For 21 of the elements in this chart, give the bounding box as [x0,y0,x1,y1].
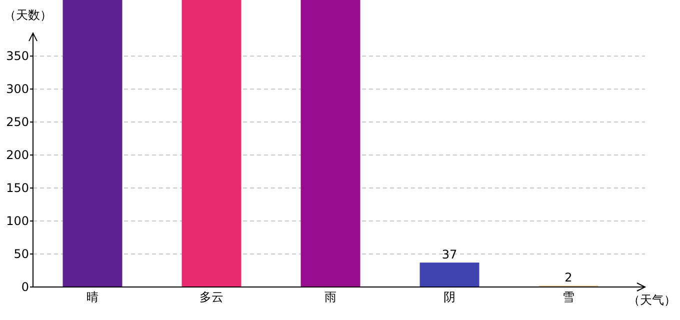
x-tick-label: 阴 [444,290,456,304]
y-tick-label: 300 [6,82,29,96]
y-tick-label: 150 [6,181,29,196]
bar [62,0,122,287]
data-label: 2 [564,270,572,285]
x-tick-label: 雪 [562,290,574,304]
y-tick-label: 350 [6,49,29,64]
data-label: 37 [442,248,458,262]
y-tick-label: 50 [14,247,29,262]
bar [182,0,242,287]
bar [420,262,480,287]
x-tick-label: 雨 [324,290,336,304]
y-axis-title: （天数） [4,8,52,22]
x-tick-label: 晴 [86,290,98,304]
y-tick-label: 250 [6,115,29,130]
bar [300,0,360,287]
y-tick-label: 100 [6,214,29,228]
x-tick-label: 多云 [200,290,224,304]
x-axis-title: （天气） [628,293,676,307]
y-tick-label: 0 [21,280,29,294]
y-tick-label: 200 [6,148,29,162]
